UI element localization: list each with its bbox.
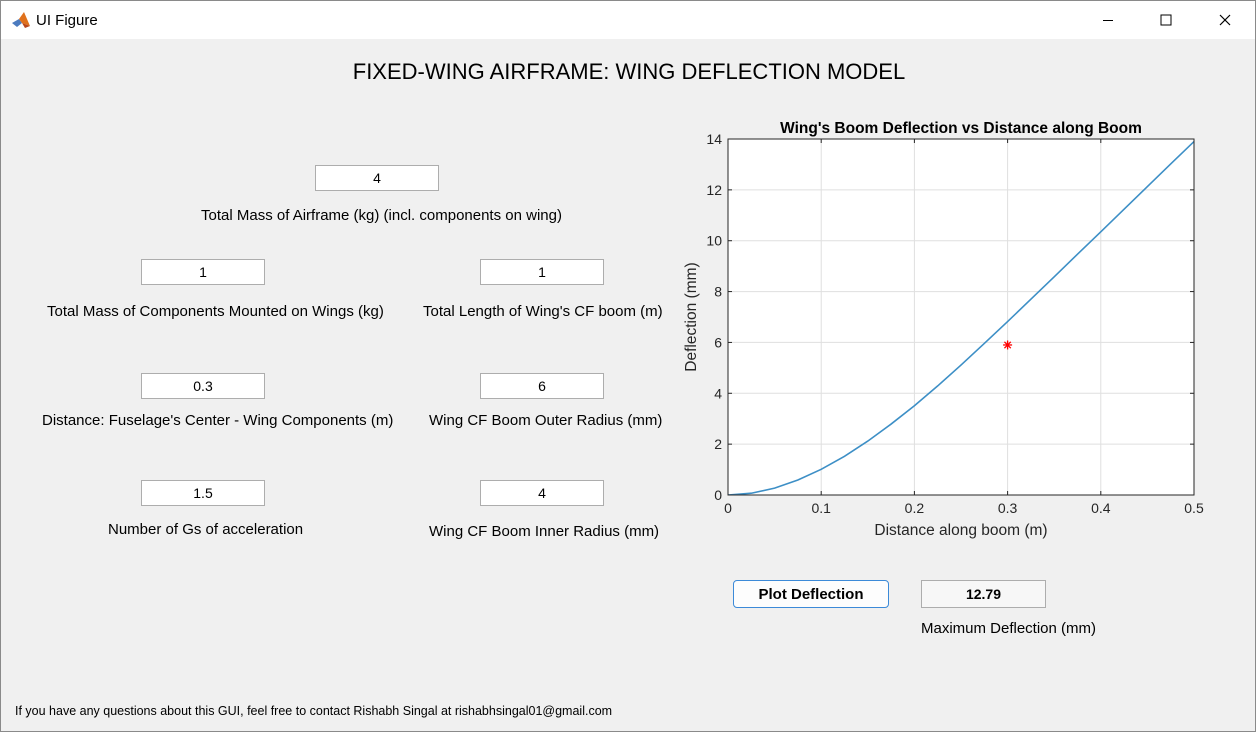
y-axis-label: Deflection (mm): [683, 262, 700, 371]
inner-radius-input[interactable]: [480, 480, 604, 506]
minimize-icon: [1103, 20, 1113, 21]
y-tick-label: 14: [706, 131, 722, 147]
y-tick-label: 4: [714, 385, 722, 401]
y-tick-label: 2: [714, 436, 722, 452]
page-title: FIXED-WING AIRFRAME: WING DEFLECTION MOD…: [352, 59, 906, 84]
matlab-logo-icon: [12, 12, 30, 28]
plot-frame: [727, 138, 1195, 496]
x-tick-label: 0.5: [1184, 500, 1204, 516]
g-acceleration-input[interactable]: [141, 480, 265, 506]
wing-components-mass-label: Total Mass of Components Mounted on Wing…: [47, 303, 384, 320]
close-button[interactable]: [1196, 1, 1254, 39]
maximize-button[interactable]: [1137, 1, 1195, 39]
deflection-chart: 0 0.1 0.2 0.3 0.4 0.5 0 2 4 6 8 10 12 14 Wing's Boom D…: [683, 120, 1204, 539]
y-tick-label: 10: [706, 233, 722, 249]
y-tick-label: 6: [714, 334, 722, 350]
plot-area: [728, 139, 1194, 495]
max-stress-marker: [1003, 340, 1013, 350]
inner-radius-label: Wing CF Boom Inner Radius (mm): [429, 523, 660, 540]
title-bar: UI Figure: [1, 1, 1255, 39]
x-tick-label: 0.2: [905, 500, 925, 516]
window-title: UI Figure: [36, 12, 98, 29]
boom-length-input[interactable]: [480, 259, 604, 285]
max-deflection-value: 12.79: [921, 580, 1046, 608]
close-icon: [1219, 14, 1231, 26]
components-distance-input[interactable]: [141, 373, 265, 399]
g-acceleration-label: Number of Gs of acceleration: [108, 521, 304, 538]
max-deflection-label: Maximum Deflection (mm): [921, 620, 1097, 637]
minimize-button[interactable]: [1079, 1, 1137, 39]
x-tick-label: 0.1: [811, 500, 831, 516]
outer-radius-input[interactable]: [480, 373, 604, 399]
y-tick-label: 8: [714, 284, 722, 300]
x-axis-label: Distance along boom (m): [874, 522, 1047, 539]
outer-radius-label: Wing CF Boom Outer Radius (mm): [429, 412, 663, 429]
x-tick-label: 0.3: [998, 500, 1018, 516]
y-tick-label: 0: [714, 487, 722, 503]
chart-title: Wing's Boom Deflection vs Distance along…: [780, 120, 1142, 137]
total-mass-label: Total Mass of Airframe (kg) (incl. compo…: [201, 207, 562, 224]
total-mass-input[interactable]: [315, 165, 439, 191]
wing-components-mass-input[interactable]: [141, 259, 265, 285]
x-tick-label: 0: [724, 500, 732, 516]
x-tick-label: 0.4: [1091, 500, 1111, 516]
components-distance-label: Distance: Fuselage's Center - Wing Compo…: [42, 412, 394, 429]
boom-length-label: Total Length of Wing's CF boom (m): [423, 303, 663, 320]
deflection-series-line: [728, 140, 1194, 495]
y-tick-label: 12: [706, 182, 722, 198]
maximize-icon: [1160, 14, 1172, 26]
plot-deflection-button[interactable]: Plot Deflection: [733, 580, 889, 608]
contact-footer: If you have any questions about this GUI…: [15, 704, 613, 718]
